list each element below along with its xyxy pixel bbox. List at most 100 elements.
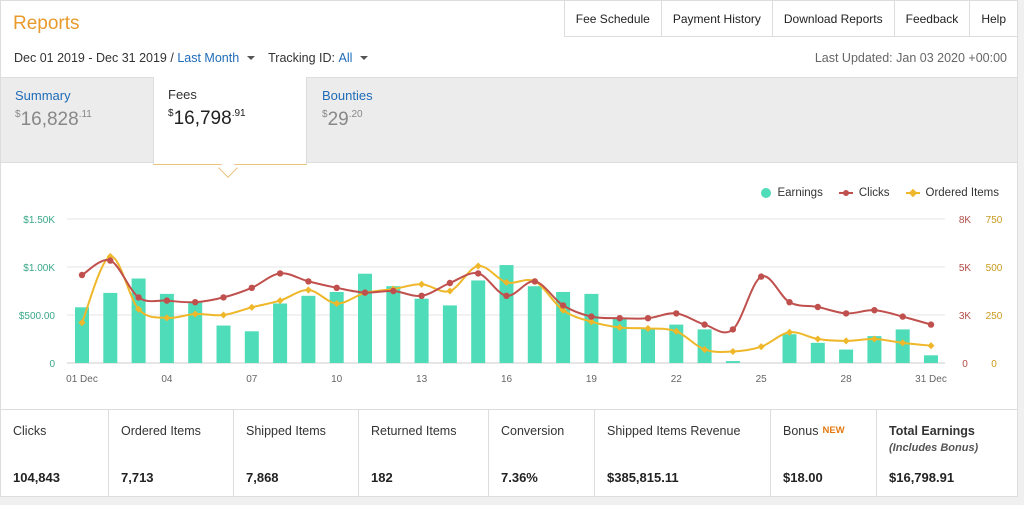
earnings-bar	[329, 291, 344, 363]
y-tick-label-clicks: 3K	[959, 311, 972, 322]
earnings-chart: 0 0 0 $500.00 3K 250 $1.00K 5K 500 $1.50K 8K 750 01 …	[19, 215, 1003, 385]
clicks-point	[248, 284, 255, 291]
earnings-bar	[103, 292, 118, 363]
legend-label: Ordered Items	[925, 187, 1000, 199]
ordered-items-point	[757, 343, 765, 351]
clicks-point	[559, 302, 567, 309]
y-tick-label-ordered: 500	[986, 263, 1003, 274]
y-tick-label-ordered: 0	[991, 359, 997, 370]
stat-label: Shipped Items	[246, 424, 326, 438]
ordered-items-point	[78, 319, 86, 327]
clicks-point	[107, 257, 114, 264]
x-tick-label: 10	[331, 374, 343, 385]
stat-total-earnings: Total Earnings (Includes Bonus) $16,798.…	[877, 410, 1017, 497]
ordered-items-point	[276, 297, 284, 305]
help-link[interactable]: Help	[981, 12, 1006, 26]
legend-clicks[interactable]: Clicks	[838, 187, 890, 199]
clicks-point	[673, 310, 680, 317]
clicks-point	[899, 313, 906, 320]
x-tick-label: 25	[756, 374, 768, 385]
tracking-id-dropdown[interactable]: All	[338, 51, 353, 65]
tab-label: Summary	[15, 88, 71, 103]
stat-bonus: Bonus NEW $18.00	[771, 410, 877, 497]
earnings-bar	[358, 273, 372, 363]
stat-conversion: Conversion 7.36%	[489, 410, 595, 497]
stat-label: Clicks	[13, 424, 47, 438]
ordered-items-point	[163, 314, 171, 322]
tab-label: Fees	[168, 87, 197, 102]
tab-bounties[interactable]: Bounties $29.20	[308, 78, 458, 164]
stat-shipped-revenue: Shipped Items Revenue $385,815.11	[595, 410, 771, 497]
stats-bar: Clicks 104,843 Ordered Items 7,713 Shipp…	[1, 409, 1017, 497]
stat-label: Ordered Items	[121, 424, 201, 438]
last-updated: Last Updated: Jan 03 2020 +00:00	[814, 51, 1007, 65]
clicks-point	[842, 310, 850, 317]
stat-clicks: Clicks 104,843	[1, 410, 109, 497]
earnings-bar	[244, 331, 259, 363]
report-tabs: Summary $16,828.11 Fees $16,798.91 Bount…	[1, 77, 1017, 165]
chevron-down-icon[interactable]	[247, 56, 256, 60]
ordered-items-point	[135, 305, 143, 313]
earnings-bar	[159, 293, 174, 363]
ordered-items-point	[333, 299, 341, 308]
new-badge: NEW	[822, 425, 845, 436]
period-dropdown[interactable]: Last Month	[177, 51, 240, 65]
stat-label: Total Earnings	[889, 424, 975, 438]
clicks-point	[163, 297, 171, 304]
y-tick-label-clicks: 5K	[959, 263, 972, 274]
chevron-down-icon[interactable]	[360, 56, 369, 60]
ordered-items-point	[248, 303, 256, 311]
y-tick-label-clicks: 0	[962, 359, 968, 370]
clicks-point	[588, 313, 595, 320]
legend-ordered-items[interactable]: Ordered Items	[905, 187, 1000, 199]
x-tick-label: 01 Dec	[66, 374, 98, 385]
clicks-point	[220, 294, 227, 301]
tab-fees[interactable]: Fees $16,798.91	[153, 77, 307, 165]
earnings-bar	[471, 280, 486, 363]
clicks-point	[758, 273, 765, 280]
ordered-items-point	[899, 339, 907, 347]
ordered-items-point	[729, 347, 737, 356]
tab-label: Bounties	[322, 88, 373, 103]
payment-history-link[interactable]: Payment History	[662, 1, 773, 36]
stat-value: $18.00	[783, 470, 823, 485]
stat-label: Bonus NEW	[783, 424, 845, 438]
y-tick-label-earnings: $1.00K	[23, 263, 55, 274]
earnings-bar	[584, 293, 599, 363]
clicks-point	[786, 299, 793, 306]
ordered-items-point	[701, 346, 709, 354]
x-tick-label: 16	[501, 374, 513, 385]
ordered-items-point	[474, 262, 482, 270]
ordered-items-point	[672, 327, 680, 335]
earnings-bar	[725, 361, 740, 363]
y-tick-label-earnings: 0	[49, 359, 55, 370]
y-tick-label-earnings: $500.00	[19, 311, 56, 322]
legend-earnings[interactable]: Earnings	[761, 187, 823, 199]
y-tick-label-earnings: $1.50K	[23, 215, 55, 226]
clicks-point	[305, 278, 312, 285]
clicks-point	[616, 315, 623, 322]
earnings-bar	[216, 325, 231, 363]
ordered-items-point	[644, 324, 652, 332]
earnings-bar	[386, 286, 401, 363]
earnings-bar	[499, 265, 514, 363]
tracking-id-label: Tracking ID:	[268, 51, 336, 65]
stat-sublabel: (Includes Bonus)	[889, 442, 979, 454]
x-tick-label: 07	[246, 374, 258, 385]
reports-page: Reports Fee Schedule Payment History Dow…	[0, 0, 1018, 497]
earnings-bar	[612, 317, 627, 363]
download-reports-link[interactable]: Download Reports	[773, 1, 895, 36]
earnings-bar	[556, 291, 571, 363]
stat-value: 7.36%	[501, 470, 538, 485]
ordered-items-point	[559, 306, 567, 314]
x-tick-label: 28	[841, 374, 853, 385]
earnings-bar	[301, 295, 316, 363]
ordered-items-point	[446, 287, 454, 295]
top-nav: Fee Schedule Payment History Download Re…	[563, 1, 1017, 37]
tab-summary[interactable]: Summary $16,828.11	[1, 78, 151, 164]
fee-schedule-link[interactable]: Fee Schedule	[565, 1, 662, 36]
x-tick-label: 04	[161, 374, 173, 385]
feedback-link[interactable]: Feedback	[895, 1, 971, 36]
page-title: Reports	[13, 13, 80, 34]
line-diamond-icon	[905, 192, 920, 194]
